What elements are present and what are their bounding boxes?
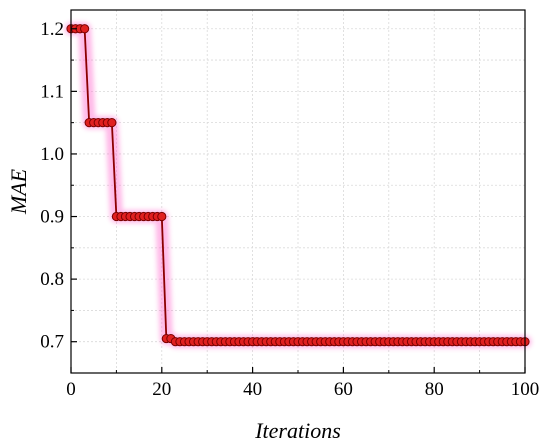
- x-tick-label: 20: [152, 379, 171, 400]
- y-tick-label: 1.2: [40, 19, 64, 40]
- data-point: [107, 118, 117, 128]
- x-axis-title: Iterations: [254, 418, 341, 443]
- y-axis-title: MAE: [6, 168, 31, 215]
- x-tick-label: 0: [66, 379, 76, 400]
- x-tick-label: 100: [511, 379, 540, 400]
- data-point: [80, 24, 90, 34]
- data-point: [157, 211, 167, 222]
- x-ticks: 0 20 40 60 80 100: [66, 367, 539, 400]
- x-tick-label: 60: [334, 379, 353, 400]
- y-tick-label: 0.8: [40, 269, 64, 290]
- series-markers: [66, 24, 530, 347]
- x-tick-label: 40: [243, 379, 262, 400]
- grid: [71, 10, 525, 373]
- y-tick-label: 0.7: [40, 332, 64, 353]
- y-tick-label: 0.9: [40, 207, 64, 228]
- y-ticks: 0.7 0.8 0.9 1.0 1.1 1.2: [40, 19, 77, 353]
- x-tick-label: 80: [425, 379, 444, 400]
- y-tick-label: 1.1: [40, 81, 64, 102]
- y-tick-label: 1.0: [40, 144, 64, 165]
